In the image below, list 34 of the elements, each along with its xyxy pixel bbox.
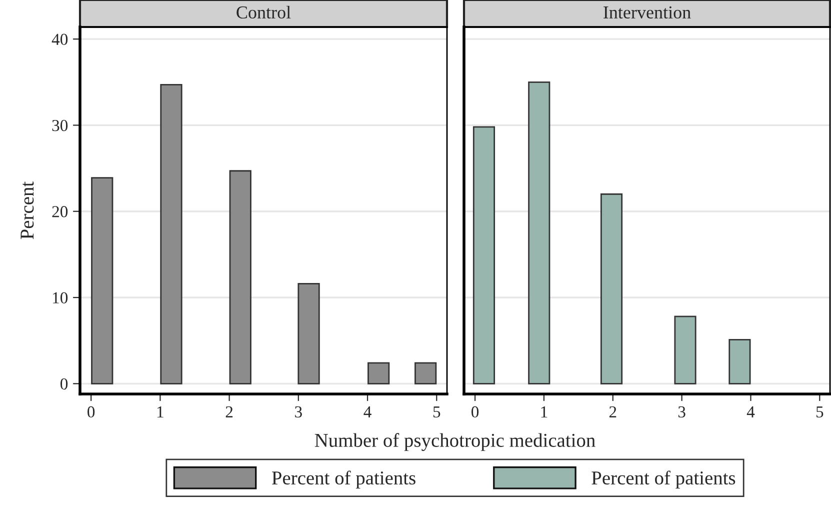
x-tick-label: 3 <box>678 406 686 418</box>
x-tick-label: 4 <box>746 406 755 418</box>
legend-label: Percent of patients <box>272 470 416 488</box>
x-tick-label: 5 <box>433 406 440 418</box>
x-tick-label: 2 <box>609 406 616 418</box>
y-tick-label: 20 <box>52 206 68 218</box>
x-tick-label: 0 <box>88 406 95 418</box>
x-tick-label: 2 <box>226 406 233 418</box>
y-tick-label: 30 <box>52 120 68 132</box>
bar <box>368 362 390 384</box>
y-tick-label: 10 <box>52 292 68 304</box>
x-axis-title: Number of psychotropic medication <box>314 433 596 451</box>
y-tick-label: 40 <box>52 34 68 46</box>
chart-title: Intervention <box>604 6 691 19</box>
bar <box>472 126 496 384</box>
y-tick-label: 0 <box>60 378 68 390</box>
y-axis-title: Percent <box>20 181 34 240</box>
x-tick-label: 5 <box>816 406 824 418</box>
legend-label: Percent of patients <box>592 470 736 488</box>
bar <box>229 170 252 384</box>
bar <box>674 316 696 384</box>
x-tick-label: 1 <box>541 406 548 418</box>
x-tick-label: 3 <box>295 406 302 418</box>
bar <box>298 283 320 384</box>
bar <box>160 84 182 384</box>
bar <box>414 362 437 384</box>
x-tick-label: 0 <box>471 406 479 418</box>
bar <box>728 339 751 384</box>
x-tick-label: 1 <box>157 406 164 418</box>
x-tick-label: 4 <box>364 406 372 418</box>
bar <box>528 81 550 384</box>
bar <box>91 177 114 384</box>
bar <box>600 193 623 384</box>
chart-title: Control <box>236 6 291 19</box>
